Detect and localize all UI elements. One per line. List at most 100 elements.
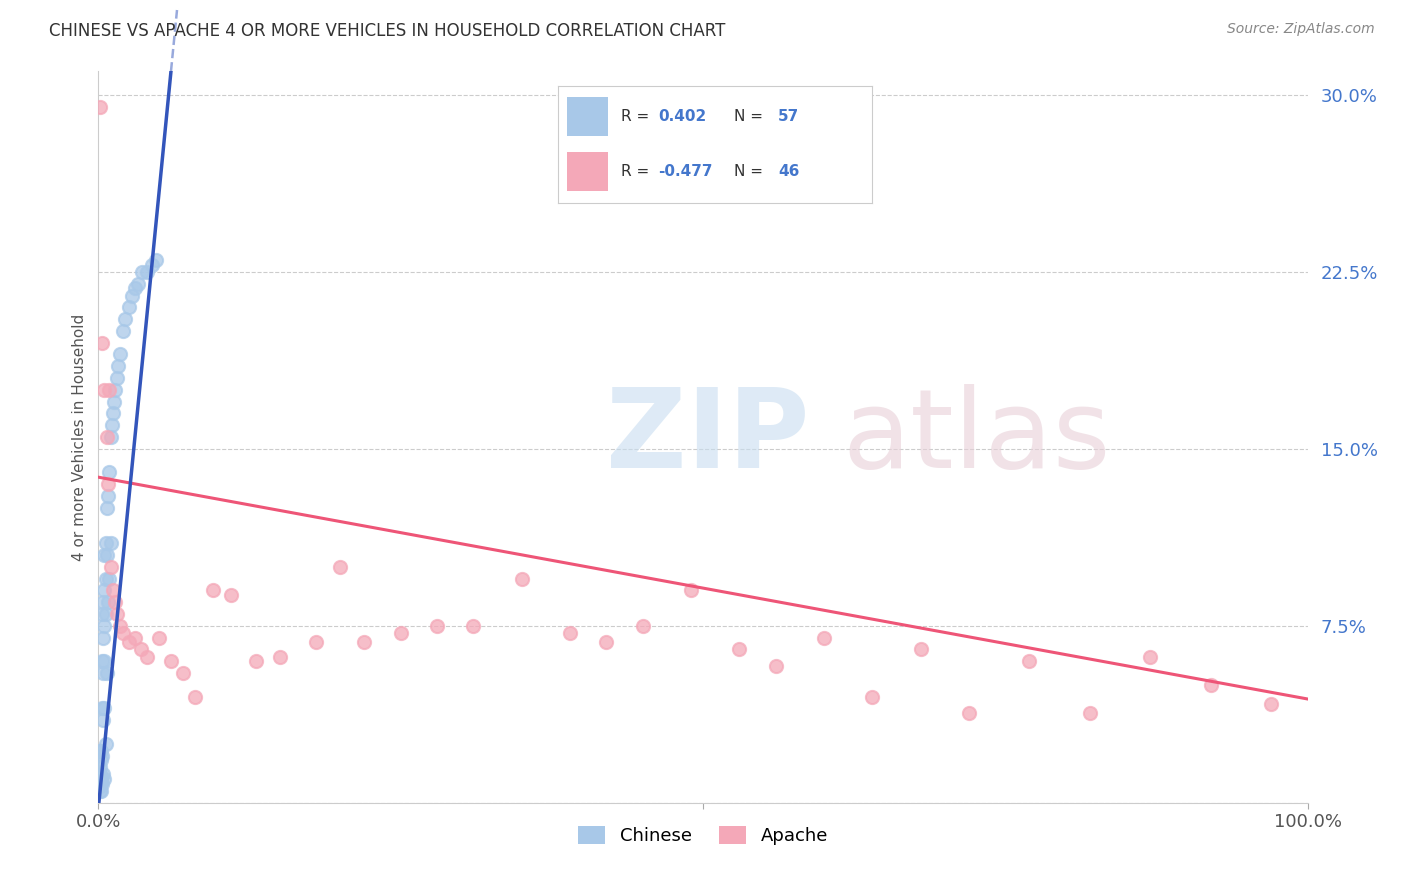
- Point: [813, 631, 835, 645]
- Point: [510, 572, 533, 586]
- Point: [245, 654, 267, 668]
- Point: [221, 588, 243, 602]
- Point: [96, 666, 118, 681]
- Point: [94, 536, 117, 550]
- Point: [98, 383, 121, 397]
- Point: [135, 265, 157, 279]
- Point: [135, 649, 157, 664]
- Point: [93, 654, 115, 668]
- Point: [94, 737, 117, 751]
- Point: [96, 500, 118, 515]
- Point: [160, 654, 183, 668]
- Point: [127, 277, 149, 291]
- Point: [129, 642, 152, 657]
- Point: [105, 371, 128, 385]
- Point: [94, 572, 117, 586]
- Point: [91, 631, 114, 645]
- Point: [118, 635, 141, 649]
- Point: [90, 753, 112, 767]
- Point: [94, 607, 117, 621]
- Point: [100, 536, 122, 550]
- Point: [121, 288, 143, 302]
- Y-axis label: 4 or more Vehicles in Household: 4 or more Vehicles in Household: [72, 313, 87, 561]
- Point: [114, 312, 136, 326]
- Point: [89, 744, 111, 758]
- Point: [90, 744, 112, 758]
- Point: [765, 659, 787, 673]
- Legend: Chinese, Apache: Chinese, Apache: [571, 819, 835, 852]
- Point: [631, 619, 654, 633]
- Point: [389, 626, 412, 640]
- Point: [124, 281, 146, 295]
- Point: [91, 748, 114, 763]
- Point: [118, 301, 141, 315]
- Point: [595, 635, 617, 649]
- Point: [104, 383, 127, 397]
- Point: [172, 666, 194, 681]
- Point: [91, 595, 114, 609]
- Point: [93, 583, 115, 598]
- Point: [91, 654, 114, 668]
- Point: [426, 619, 449, 633]
- Point: [96, 430, 118, 444]
- Point: [91, 701, 114, 715]
- Point: [89, 777, 111, 791]
- Point: [91, 777, 114, 791]
- Point: [100, 418, 122, 433]
- Text: Source: ZipAtlas.com: Source: ZipAtlas.com: [1227, 22, 1375, 37]
- Point: [1139, 649, 1161, 664]
- Point: [91, 607, 114, 621]
- Point: [104, 595, 127, 609]
- Point: [101, 407, 124, 421]
- Point: [91, 666, 114, 681]
- Point: [463, 619, 485, 633]
- Point: [98, 466, 121, 480]
- Point: [957, 706, 980, 720]
- Point: [89, 760, 111, 774]
- Point: [90, 772, 112, 787]
- Point: [202, 583, 225, 598]
- Point: [93, 548, 115, 562]
- Point: [100, 430, 122, 444]
- Point: [131, 265, 153, 279]
- Point: [124, 631, 146, 645]
- Point: [97, 489, 120, 503]
- Point: [98, 572, 121, 586]
- Point: [93, 701, 115, 715]
- Point: [145, 253, 167, 268]
- Point: [184, 690, 207, 704]
- Point: [100, 559, 122, 574]
- Point: [97, 477, 120, 491]
- Point: [91, 713, 114, 727]
- Point: [90, 784, 112, 798]
- Point: [141, 258, 163, 272]
- Point: [860, 690, 883, 704]
- Point: [93, 619, 115, 633]
- Point: [89, 767, 111, 781]
- Point: [353, 635, 375, 649]
- Point: [1078, 706, 1101, 720]
- Point: [101, 583, 124, 598]
- Point: [89, 784, 111, 798]
- Text: atlas: atlas: [842, 384, 1111, 491]
- Point: [679, 583, 702, 598]
- Point: [305, 635, 328, 649]
- Point: [728, 642, 751, 657]
- Point: [1018, 654, 1040, 668]
- Point: [105, 607, 128, 621]
- Point: [111, 626, 134, 640]
- Point: [89, 100, 111, 114]
- Text: CHINESE VS APACHE 4 OR MORE VEHICLES IN HOUSEHOLD CORRELATION CHART: CHINESE VS APACHE 4 OR MORE VEHICLES IN …: [49, 22, 725, 40]
- Point: [108, 347, 131, 361]
- Point: [97, 595, 120, 609]
- Point: [329, 559, 352, 574]
- Point: [91, 767, 114, 781]
- Point: [148, 631, 170, 645]
- Point: [1260, 697, 1282, 711]
- Point: [910, 642, 932, 657]
- Point: [87, 772, 110, 787]
- Point: [91, 335, 114, 350]
- Point: [558, 626, 581, 640]
- Point: [96, 548, 118, 562]
- Point: [89, 779, 111, 793]
